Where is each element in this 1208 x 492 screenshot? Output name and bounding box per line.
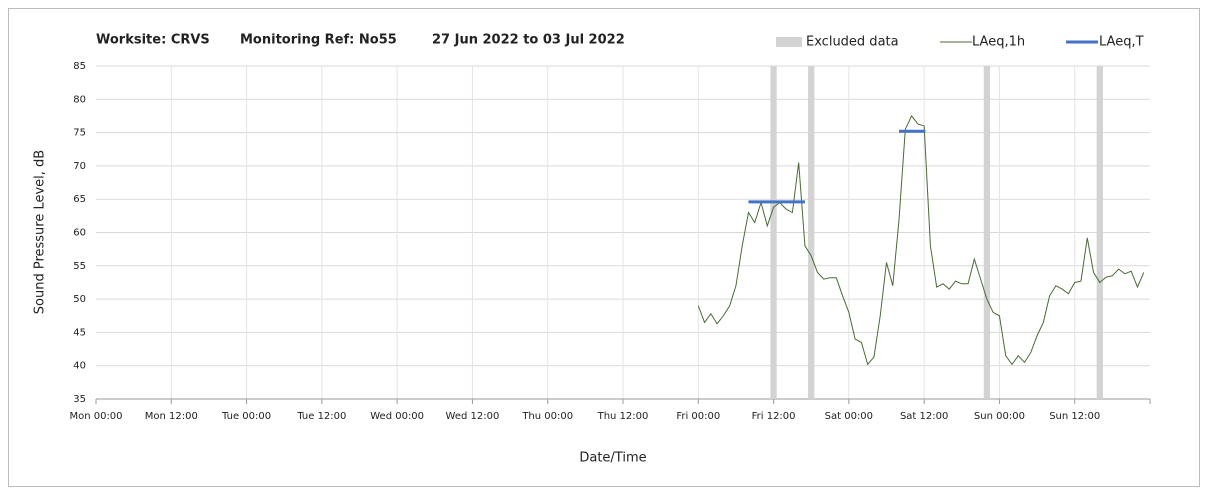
data-line xyxy=(697,115,1145,366)
x-tick-label: Tue 12:00 xyxy=(296,411,346,422)
y-tick-label: 45 xyxy=(73,327,86,338)
legend-label: LAeq,T xyxy=(1099,35,1144,50)
x-tick-label: Mon 12:00 xyxy=(145,411,198,422)
x-tick-label: Mon 00:00 xyxy=(69,411,122,422)
title: Worksite: CRVS xyxy=(96,33,210,48)
x-tick-label: Sun 12:00 xyxy=(1049,411,1100,422)
x-tick-label: Thu 12:00 xyxy=(597,411,649,422)
title: 27 Jun 2022 to 03 Jul 2022 xyxy=(432,33,625,48)
x-tick-label: Tue 00:00 xyxy=(221,411,271,422)
x-tick-label: Sun 00:00 xyxy=(974,411,1025,422)
y-tick-label: 55 xyxy=(73,261,86,272)
legend-swatch xyxy=(776,37,802,47)
x-axis-label: Date/Time xyxy=(579,451,646,466)
y-tick-label: 65 xyxy=(73,194,86,205)
y-axis-label: Sound Pressure Level, dB xyxy=(33,150,48,314)
x-tick-label: Sat 12:00 xyxy=(900,411,948,422)
excluded-band xyxy=(808,66,815,399)
x-tick-label: Wed 00:00 xyxy=(370,411,424,422)
x-tick-label: Fri 00:00 xyxy=(676,411,720,422)
y-tick-label: 70 xyxy=(73,161,86,172)
y-tick-label: 75 xyxy=(73,128,86,139)
y-tick-label: 85 xyxy=(73,61,86,72)
x-tick-label: Thu 00:00 xyxy=(521,411,573,422)
frame xyxy=(8,8,1200,487)
y-tick-label: 35 xyxy=(73,394,86,405)
x-tick-label: Sat 00:00 xyxy=(825,411,873,422)
y-tick-label: 60 xyxy=(73,228,86,239)
excluded-band xyxy=(770,66,777,399)
title: Monitoring Ref: No55 xyxy=(240,33,397,48)
y-tick-label: 50 xyxy=(73,294,86,305)
excluded-band xyxy=(1096,66,1103,399)
y-tick-label: 80 xyxy=(73,94,86,105)
legend-label: Excluded data xyxy=(806,35,899,50)
x-tick-label: Fri 12:00 xyxy=(752,411,796,422)
y-tick-label: 40 xyxy=(73,361,86,372)
legend-label: LAeq,1h xyxy=(972,35,1025,50)
excluded-band xyxy=(983,66,991,399)
x-tick-label: Wed 12:00 xyxy=(446,411,500,422)
